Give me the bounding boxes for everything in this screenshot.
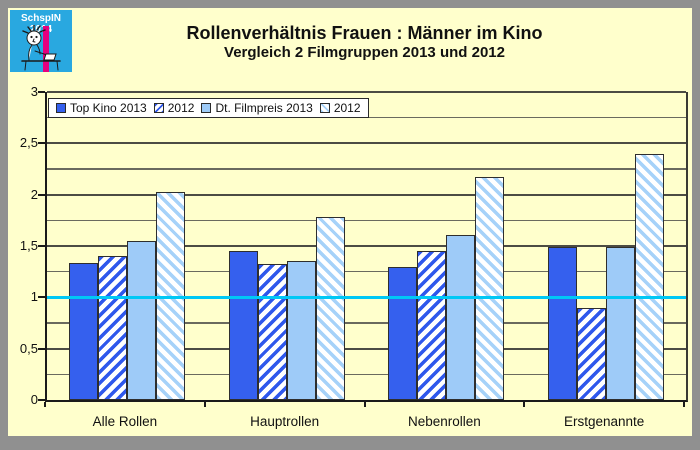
bar-hatch-blue [97,256,127,400]
y-axis-tick [38,245,45,247]
minor-gridline [47,168,686,170]
category-label: Alle Rollen [92,414,158,429]
chart-title: Rollenverhältnis Frauen : Männer im Kino [186,23,543,43]
chart-canvas: SchspIN 2014 Rollenverhäl [8,8,692,436]
bar-solid-blue [228,251,258,400]
y-axis-tick [38,296,45,299]
y-axis-label: 2 [30,186,38,202]
legend-label: Dt. Filmpreis 2013 [215,101,313,115]
y-axis-label: 0 [30,392,38,407]
minor-gridline [47,270,686,273]
y-axis-label: 0,5 [19,340,38,356]
legend-label: 2012 [333,101,361,115]
legend-item: 2012 [153,101,195,115]
y-axis-tick [38,142,45,145]
legend-swatch-solid-blue [56,103,66,113]
bar-solid-blue [548,247,578,400]
writer-cartoon-icon [21,25,61,71]
bar-hatch-blue [257,264,287,400]
legend-swatch-hatch-blue [153,103,164,113]
bar-solid-blue [68,263,98,400]
x-axis-tick [363,402,366,407]
x-axis-tick [203,402,206,407]
x-axis-tick [523,402,526,407]
category-label: Nebenrollen [407,414,481,429]
reference-line [47,296,686,299]
bar-hatch-blue [417,251,447,400]
bar-hatch-lightblue [475,177,505,400]
y-axis-label: 1 [30,289,38,305]
chart-subtitle: Vergleich 2 Filmgruppen 2013 und 2012 [224,44,505,61]
bar-solid-lightblue [126,240,156,400]
legend: Top Kino 2013 2012 Dt. Filmpreis 2013 2012 [48,98,369,118]
schspin-logo: SchspIN 2014 [10,10,72,72]
minor-gridline [47,322,686,324]
y-axis-label: 1,5 [19,238,38,253]
bar-solid-lightblue [446,234,476,400]
major-gridline [47,193,686,196]
major-gridline [47,91,686,93]
bar-solid-lightblue [286,261,316,400]
bar-solid-blue [388,266,418,400]
x-axis-tick [683,402,685,407]
major-gridline [47,245,686,247]
bar-hatch-blue [577,307,607,400]
x-axis-tick [44,402,46,407]
y-axis-label: 2,5 [19,135,38,151]
legend-item: Dt. Filmpreis 2013 [201,101,313,115]
bar-hatch-lightblue [635,153,665,400]
legend-swatch-hatch-lightblue [319,103,330,113]
category-label: Erstgenannte [563,414,645,429]
logo-stripe [43,26,49,72]
legend-label: 2012 [167,101,195,115]
major-gridline [47,347,686,350]
legend-swatch-solid-lightblue [201,103,212,113]
logo-text: SchspIN 2014 [20,13,61,35]
bar-solid-lightblue [606,247,636,400]
y-axis-label: 3 [30,84,38,99]
y-axis-tick [38,347,45,350]
minor-gridline [47,219,686,222]
major-gridline [47,142,686,145]
legend-item: 2012 [319,101,361,115]
legend-label: Top Kino 2013 [70,101,147,115]
legend-item: Top Kino 2013 [56,101,147,115]
y-axis-tick [38,193,45,196]
y-axis-tick [38,399,45,401]
plot-area [45,91,688,402]
bar-hatch-lightblue [155,191,185,400]
y-axis-tick [38,91,45,93]
minor-gridline [47,373,686,376]
bar-hatch-lightblue [315,217,345,400]
category-label: Hauptrollen [250,414,320,429]
